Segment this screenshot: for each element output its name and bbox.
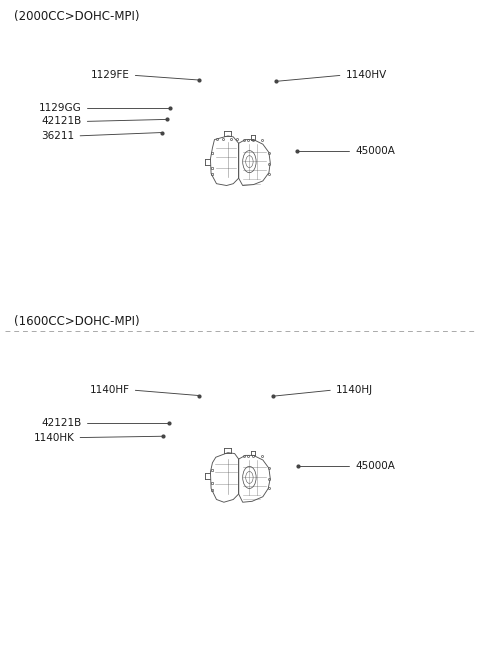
Text: 45000A: 45000A bbox=[355, 461, 395, 471]
Text: 1140HK: 1140HK bbox=[34, 432, 74, 443]
Text: 1140HJ: 1140HJ bbox=[336, 385, 373, 396]
Text: 1140HV: 1140HV bbox=[346, 70, 387, 81]
Text: 42121B: 42121B bbox=[41, 418, 82, 428]
Text: 1129FE: 1129FE bbox=[91, 70, 130, 81]
Text: 45000A: 45000A bbox=[355, 146, 395, 156]
Text: 42121B: 42121B bbox=[41, 116, 82, 127]
Text: 1140HF: 1140HF bbox=[90, 385, 130, 396]
Text: (2000CC>DOHC-MPI): (2000CC>DOHC-MPI) bbox=[14, 10, 140, 23]
Text: 36211: 36211 bbox=[41, 131, 74, 141]
Text: (1600CC>DOHC-MPI): (1600CC>DOHC-MPI) bbox=[14, 315, 140, 328]
Text: 1129GG: 1129GG bbox=[39, 103, 82, 113]
